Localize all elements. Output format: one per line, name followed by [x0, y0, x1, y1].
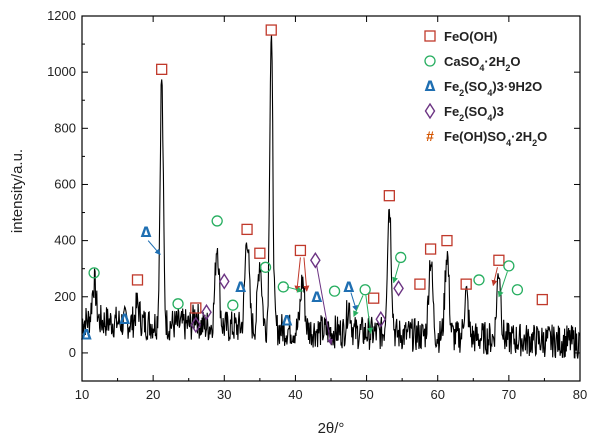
peak-marker-fe2so43	[393, 280, 404, 297]
y-tick-label: 400	[54, 233, 76, 248]
peak-marker-feooh	[383, 190, 395, 202]
diamond-icon	[424, 102, 436, 120]
peak-marker-fe2so43_9h2o: Δ	[81, 328, 92, 344]
peak-marker-caso4	[259, 261, 272, 273]
y-tick-label: 1000	[47, 64, 76, 79]
legend-label-fe2so43_9h2o: Fe2(SO4)3·9H2O	[444, 79, 542, 98]
peak-marker-caso4	[359, 284, 371, 296]
peak-marker-fe2so43_9h2o: Δ	[141, 225, 152, 241]
x-tick-label: 10	[75, 387, 89, 402]
peak-marker-fe2so43_9h2o: Δ	[343, 280, 354, 296]
x-tick-label: 30	[217, 387, 231, 402]
y-tick-label: 0	[69, 345, 76, 360]
peak-marker-caso4	[88, 267, 100, 279]
legend-label-feooh: FeO(OH)	[444, 29, 497, 44]
peak-marker-feooh	[441, 234, 453, 247]
peak-marker-fe2so43_9h2o: Δ	[235, 280, 246, 296]
y-axis-title: intensity/a.u.	[9, 149, 26, 233]
peak-marker-caso4	[511, 284, 524, 296]
peak-marker-feooh	[460, 278, 472, 290]
y-tick-label: 600	[54, 176, 76, 191]
peak-marker-caso4	[227, 299, 239, 311]
x-tick-label: 70	[502, 387, 516, 402]
peak-marker-fe2so43_9h2o: Δ	[311, 290, 322, 306]
peak-arrow-feooh	[491, 267, 498, 287]
triangle-icon: Δ	[425, 79, 436, 95]
peak-marker-caso4	[211, 215, 223, 227]
x-tick-label: 50	[359, 387, 373, 402]
peak-arrow-caso4	[286, 286, 304, 293]
hash-icon: #	[426, 128, 434, 144]
peak-marker-feooh	[368, 292, 380, 304]
peak-marker-feooh	[536, 293, 548, 306]
peak-arrow-feooh	[303, 257, 310, 292]
legend: FeO(OH) CaSO4·2H2O Δ Fe2(SO4)3·9H2O Fe2(SO4)…	[424, 29, 547, 148]
peak-marker-caso4	[395, 251, 407, 264]
circle-icon	[424, 55, 436, 67]
peak-marker-fe2so43_9h2o: Δ	[119, 312, 130, 328]
peak-marker-caso4	[172, 298, 184, 310]
peak-marker-fe2so43	[218, 273, 230, 290]
peak-marker-feooh	[241, 223, 253, 236]
peak-marker-caso4	[328, 285, 341, 297]
peak-marker-fe2so43_9h2o: Δ	[281, 314, 292, 330]
peak-arrow-caso4	[497, 271, 508, 298]
peak-marker-caso4	[277, 281, 289, 293]
y-tick-label: 1200	[47, 8, 76, 23]
peak-arrow-caso4	[392, 262, 400, 284]
peak-marker-fe2so43	[190, 316, 202, 334]
peak-marker-feooh	[493, 254, 505, 266]
legend-label-feohso4: Fe(OH)SO4·2H2O	[444, 129, 547, 148]
peak-marker-feooh	[254, 247, 266, 259]
peak-marker-caso4	[503, 260, 515, 272]
peak-marker-fe2so43	[201, 303, 212, 321]
peak-arrow-fe2so43_9h2o	[350, 292, 358, 312]
y-tick-label: 200	[54, 289, 76, 304]
peak-marker-feooh	[265, 24, 277, 36]
peak-marker-feooh	[424, 243, 437, 255]
peak-marker-feooh	[414, 278, 426, 290]
legend-label-caso4: CaSO4·2H2O	[444, 54, 521, 73]
x-axis-title: 2θ/°	[318, 420, 345, 437]
peak-marker-fe2so43	[375, 310, 387, 328]
x-tick-label: 20	[146, 387, 160, 402]
peak-marker-feooh	[131, 274, 144, 286]
peak-arrow-caso4	[353, 295, 364, 317]
peak-marker-fe2so43	[310, 251, 321, 269]
plot-area: Δ Δ Δ Δ Δ Δ Δ	[81, 24, 581, 359]
y-tick-label: 800	[54, 120, 76, 135]
peak-arrow-caso4	[365, 295, 374, 334]
peak-arrow-fe2so43_9h2o	[147, 240, 161, 256]
peak-marker-feooh	[156, 63, 168, 75]
peak-marker-caso4	[473, 274, 485, 286]
peak-marker-feooh	[294, 244, 307, 257]
square-icon	[424, 30, 436, 42]
xrd-trace-line	[81, 34, 581, 359]
peak-arrow-fe2so43	[316, 265, 333, 346]
peak-marker-feooh	[190, 302, 202, 314]
x-tick-label: 80	[573, 387, 587, 402]
legend-label-fe2so43: Fe2(SO4)3	[444, 104, 504, 123]
x-tick-label: 60	[430, 387, 444, 402]
peak-arrow-feooh	[294, 257, 301, 292]
x-tick-label: 40	[288, 387, 302, 402]
